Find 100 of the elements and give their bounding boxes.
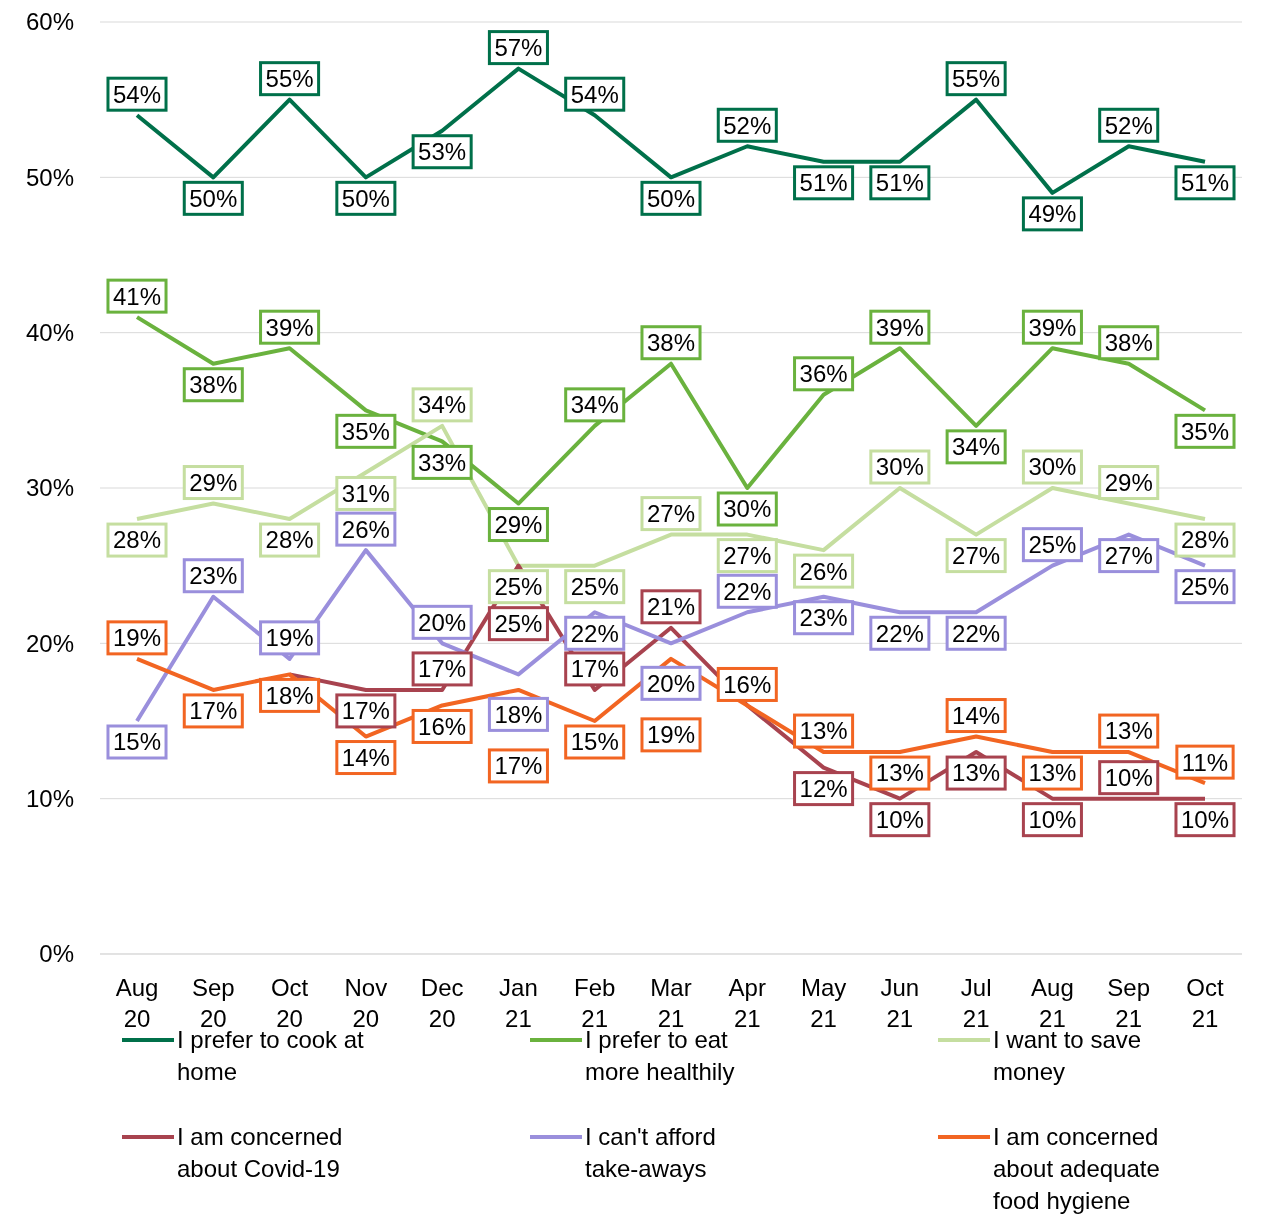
data-label: 15% [112, 728, 162, 756]
data-label: 25% [494, 610, 543, 638]
data-label: 50% [341, 184, 390, 212]
data-label: 50% [189, 184, 238, 212]
data-label: 23% [189, 562, 238, 590]
data-label: 16% [723, 670, 772, 698]
data-label: 10% [875, 806, 924, 834]
data-label: 22% [952, 619, 1001, 647]
data-label: 50% [646, 184, 696, 212]
data-label: 25% [1028, 531, 1077, 559]
legend-label: I am concerned about Covid-19 [177, 1123, 343, 1182]
x-tick-label: Aug 20 [115, 974, 159, 1032]
data-label: 33% [418, 448, 467, 476]
data-label: 27% [1104, 542, 1153, 569]
data-label: 41% [112, 282, 162, 310]
data-label: 54% [112, 80, 162, 108]
data-label: 29% [1104, 468, 1153, 496]
data-label: 10% [1028, 806, 1077, 834]
data-label: 57% [494, 34, 543, 61]
data-label: 38% [646, 329, 696, 357]
data-label: 19% [112, 624, 162, 652]
data-label: 23% [799, 604, 848, 632]
data-label: 29% [494, 510, 543, 538]
data-label: 13% [952, 759, 1001, 787]
data-label: 22% [875, 619, 924, 647]
data-label: 27% [723, 542, 772, 569]
y-tick-label: 60% [25, 8, 74, 36]
data-label: 51% [875, 169, 924, 197]
data-label: 28% [1180, 526, 1230, 554]
data-label: 31% [341, 479, 390, 507]
data-label: 51% [799, 169, 848, 197]
data-label: 35% [341, 417, 390, 445]
data-label: 14% [341, 743, 390, 771]
data-label: 11% [1181, 748, 1229, 776]
data-label: 34% [952, 433, 1001, 461]
data-label: 13% [799, 717, 848, 745]
data-label: 16% [418, 712, 467, 740]
data-label: 22% [723, 577, 772, 605]
legend-label: I can't afford take-aways [585, 1123, 716, 1182]
x-tick-label: Oct 21 [1186, 974, 1224, 1032]
data-label: 25% [570, 573, 619, 601]
data-label: 39% [1028, 313, 1077, 341]
data-label: 19% [646, 721, 696, 749]
data-label: 51% [1180, 169, 1230, 197]
data-label: 14% [952, 701, 1001, 729]
data-label: 20% [646, 669, 696, 697]
data-label: 15% [570, 728, 619, 756]
data-label: 55% [952, 65, 1001, 93]
data-label: 39% [875, 313, 924, 341]
y-tick-label: 50% [25, 163, 74, 191]
y-tick-label: 40% [25, 318, 74, 346]
data-label: 36% [799, 360, 848, 388]
data-label: 34% [418, 391, 467, 419]
x-tick-label: Jun 21 [880, 974, 920, 1032]
data-label: 28% [112, 526, 162, 554]
data-label: 28% [265, 526, 314, 554]
data-label: 30% [875, 453, 924, 481]
data-label: 25% [1180, 573, 1230, 601]
data-label: 13% [1104, 717, 1153, 745]
data-label: 54% [570, 80, 619, 108]
data-label: 30% [723, 495, 772, 523]
data-label: 27% [646, 500, 696, 527]
data-label: 17% [418, 655, 467, 683]
data-label: 22% [570, 619, 619, 647]
data-label: 29% [189, 468, 238, 496]
data-label: 39% [265, 313, 314, 341]
data-label: 18% [494, 700, 543, 728]
data-label: 30% [1028, 453, 1077, 481]
data-label: 52% [1104, 111, 1153, 139]
data-label: 17% [189, 697, 238, 725]
x-tick-label: Jul 21 [960, 974, 992, 1032]
data-label: 17% [570, 655, 619, 683]
data-label: 21% [646, 593, 696, 621]
data-label: 27% [952, 542, 1001, 569]
data-label: 17% [494, 752, 543, 780]
data-label: 35% [1180, 417, 1230, 445]
data-label: 19% [265, 624, 314, 652]
data-label: 26% [799, 557, 848, 585]
y-tick-label: 20% [25, 629, 74, 657]
data-label: 38% [1104, 329, 1153, 357]
data-label: 34% [570, 391, 619, 419]
data-label: 13% [1028, 759, 1077, 787]
data-label: 25% [494, 573, 543, 601]
data-label: 55% [265, 65, 314, 93]
x-tick-label: Jan 21 [499, 974, 538, 1032]
data-label: 17% [341, 697, 390, 725]
data-label: 26% [341, 515, 390, 543]
data-label: 52% [723, 111, 772, 139]
x-tick-label: Dec 20 [420, 974, 464, 1032]
x-tick-label: May 21 [800, 974, 847, 1032]
data-label: 12% [799, 775, 848, 802]
data-label: 10% [1104, 764, 1153, 792]
data-label: 10% [1180, 806, 1230, 834]
data-label: 13% [875, 759, 924, 787]
y-tick-label: 10% [25, 784, 74, 812]
y-tick-label: 0% [39, 940, 74, 968]
data-label: 38% [189, 371, 238, 399]
data-label: 18% [265, 681, 314, 709]
legend-label: I am concerned about adequate food hygiene [993, 1123, 1160, 1214]
data-label: 20% [418, 608, 467, 636]
